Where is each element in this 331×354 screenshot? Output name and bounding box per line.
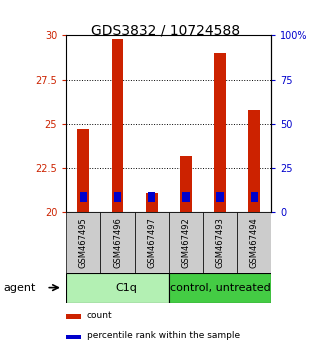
Bar — [237, 212, 271, 273]
Text: control, untreated: control, untreated — [170, 282, 270, 293]
Bar — [214, 53, 226, 212]
Bar — [77, 129, 89, 212]
Bar — [66, 273, 169, 303]
Bar — [182, 192, 190, 202]
Bar — [112, 39, 123, 212]
Bar — [114, 192, 121, 202]
Bar — [169, 273, 271, 303]
Bar — [146, 193, 158, 212]
Text: percentile rank within the sample: percentile rank within the sample — [87, 331, 240, 341]
Text: GSM467495: GSM467495 — [79, 217, 88, 268]
Text: GSM467493: GSM467493 — [215, 217, 225, 268]
Bar — [169, 212, 203, 273]
Bar — [216, 192, 224, 202]
Bar — [203, 212, 237, 273]
Bar — [66, 335, 80, 339]
Bar — [251, 192, 258, 202]
Bar — [148, 192, 156, 202]
Text: GSM467496: GSM467496 — [113, 217, 122, 268]
Bar — [180, 156, 192, 212]
Text: count: count — [87, 311, 112, 320]
Bar — [135, 212, 169, 273]
Text: C1q: C1q — [115, 282, 137, 293]
Text: GSM467492: GSM467492 — [181, 217, 190, 268]
Bar — [248, 110, 260, 212]
Text: GDS3832 / 10724588: GDS3832 / 10724588 — [91, 23, 240, 37]
Bar — [100, 212, 135, 273]
Text: agent: agent — [3, 282, 36, 293]
Text: GSM467497: GSM467497 — [147, 217, 156, 268]
Bar — [66, 314, 80, 319]
Bar — [79, 192, 87, 202]
Bar — [66, 212, 100, 273]
Text: GSM467494: GSM467494 — [250, 217, 259, 268]
